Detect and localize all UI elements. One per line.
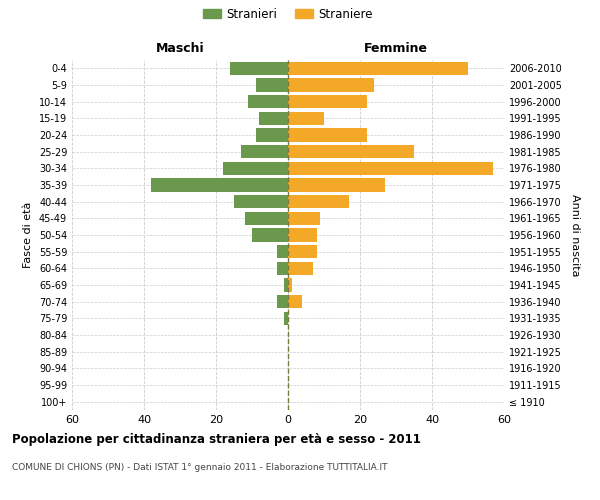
Bar	[288, 245, 317, 258]
Text: COMUNE DI CHIONS (PN) - Dati ISTAT 1° gennaio 2011 - Elaborazione TUTTITALIA.IT: COMUNE DI CHIONS (PN) - Dati ISTAT 1° ge…	[12, 462, 388, 471]
Text: Popolazione per cittadinanza straniera per età e sesso - 2011: Popolazione per cittadinanza straniera p…	[12, 432, 421, 446]
Bar	[288, 278, 292, 291]
Bar	[277, 262, 288, 275]
Bar	[230, 62, 288, 75]
Bar	[288, 195, 349, 208]
Bar	[288, 62, 468, 75]
Bar	[288, 162, 493, 175]
Bar	[248, 95, 288, 108]
Bar	[288, 212, 320, 225]
Text: Maschi: Maschi	[155, 42, 205, 55]
Bar	[256, 78, 288, 92]
Bar	[223, 162, 288, 175]
Bar	[277, 295, 288, 308]
Bar	[288, 145, 414, 158]
Bar	[288, 228, 317, 241]
Bar	[252, 228, 288, 241]
Legend: Stranieri, Straniere: Stranieri, Straniere	[198, 3, 378, 26]
Y-axis label: Anni di nascita: Anni di nascita	[570, 194, 580, 276]
Bar	[256, 128, 288, 141]
Bar	[288, 178, 385, 192]
Bar	[288, 262, 313, 275]
Bar	[288, 295, 302, 308]
Bar	[284, 278, 288, 291]
Bar	[277, 245, 288, 258]
Bar	[284, 312, 288, 325]
Bar	[245, 212, 288, 225]
Bar	[234, 195, 288, 208]
Bar	[288, 78, 374, 92]
Bar	[151, 178, 288, 192]
Bar	[241, 145, 288, 158]
Text: Femmine: Femmine	[364, 42, 428, 55]
Bar	[288, 128, 367, 141]
Bar	[259, 112, 288, 125]
Y-axis label: Fasce di età: Fasce di età	[23, 202, 33, 268]
Bar	[288, 112, 324, 125]
Bar	[288, 95, 367, 108]
